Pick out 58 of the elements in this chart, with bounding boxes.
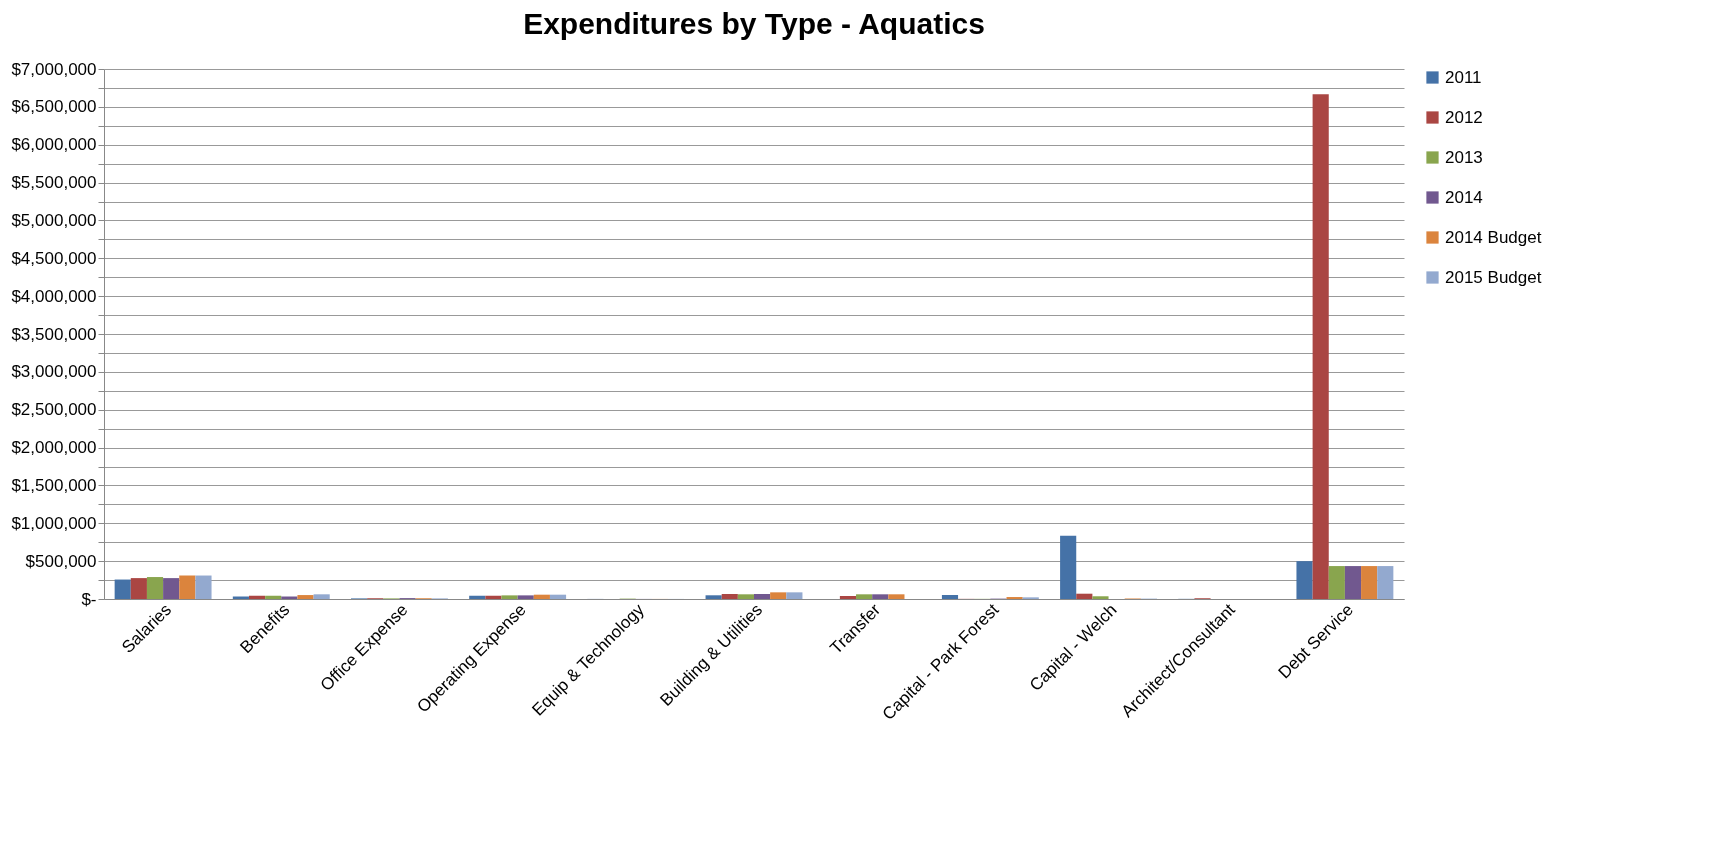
y-tick-label: $6,500,000: [11, 97, 97, 117]
y-tick-label: $7,000,000: [11, 59, 97, 79]
bar: [130, 578, 147, 599]
bar: [163, 578, 180, 599]
bar: [786, 592, 803, 599]
bar: [517, 595, 534, 599]
y-tick-label: $3,500,000: [11, 324, 97, 344]
legend-label: 2012: [1445, 107, 1483, 127]
y-tick-label: $2,500,000: [11, 400, 97, 420]
legend-label: 2014 Budget: [1445, 227, 1542, 247]
bar: [485, 595, 502, 599]
y-tick-label: $3,000,000: [11, 362, 97, 382]
bar: [1361, 566, 1378, 599]
bar: [146, 577, 164, 599]
bar: [1076, 593, 1093, 599]
legend-label: 2013: [1445, 147, 1483, 167]
bar: [1296, 561, 1313, 599]
y-tick-label: $5,000,000: [11, 210, 97, 230]
bar: [1312, 94, 1329, 599]
y-tick-label: $1,500,000: [11, 475, 97, 495]
bar: [705, 595, 722, 599]
y-tick-label: $500,000: [25, 551, 97, 571]
bar: [195, 575, 212, 599]
y-tick-label: $4,500,000: [11, 248, 97, 268]
bar: [533, 594, 550, 599]
bar: [1092, 596, 1109, 599]
chart-title: Expenditures by Type - Aquatics: [523, 7, 985, 40]
bar: [770, 592, 787, 599]
bar: [1344, 566, 1362, 599]
bar: [737, 594, 754, 599]
bar: [313, 594, 330, 599]
bar: [872, 594, 889, 599]
bar: [888, 594, 905, 599]
y-tick-label: $4,000,000: [11, 286, 97, 306]
bar: [1377, 566, 1394, 599]
bar: [248, 595, 266, 599]
bar: [721, 594, 738, 599]
legend-label: 2015 Budget: [1445, 267, 1542, 287]
bar: [297, 595, 314, 599]
bar: [501, 595, 518, 599]
y-tick-label: $6,000,000: [11, 135, 97, 155]
bar: [856, 594, 873, 599]
bar: [469, 595, 486, 599]
bar: [1328, 566, 1345, 599]
bar: [549, 594, 567, 599]
bar: [1060, 535, 1077, 599]
bar: [265, 595, 282, 599]
bar: [114, 579, 131, 599]
y-tick-label: $1,000,000: [11, 513, 97, 533]
y-tick-label: $2,000,000: [11, 438, 97, 458]
y-tick-label: $-: [81, 589, 97, 609]
bar: [754, 594, 771, 599]
bar: [839, 595, 857, 599]
y-tick-label: $5,500,000: [11, 173, 97, 193]
legend-label: 2014: [1445, 187, 1483, 207]
bar: [179, 575, 196, 599]
legend-label: 2011: [1445, 67, 1482, 87]
bar: [941, 594, 959, 599]
